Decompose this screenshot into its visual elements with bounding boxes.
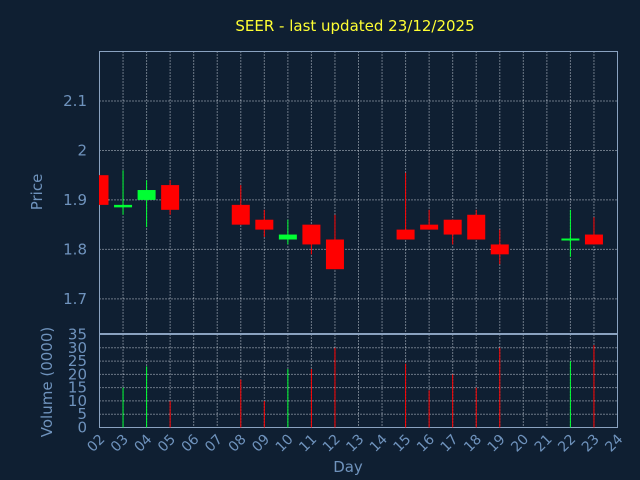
candle-body (278, 234, 297, 240)
volume-tick-label: 15 (68, 379, 87, 397)
x-tick-label: 14 (367, 431, 391, 455)
price-tick-label: 2 (77, 141, 87, 159)
x-axis-ticks: 02 03 04 05 06 07 08 09 10 11 12 13 14 15 16 17 18 19 20 21… (84, 431, 626, 455)
x-tick-label: 05 (155, 432, 179, 456)
candle-body (302, 224, 321, 245)
x-tick-label: 13 (343, 432, 367, 456)
x-tick-label: 10 (273, 432, 297, 456)
candle-body (443, 219, 462, 235)
x-axis-label: Day (333, 458, 363, 476)
x-tick-label: 20 (508, 432, 532, 456)
candle-body (99, 175, 109, 205)
volume-tick-label: 30 (68, 339, 87, 357)
volume-gridlines (99, 334, 618, 428)
x-tick-label: 17 (438, 432, 462, 456)
candle-body (584, 234, 603, 245)
price-axis-ticks: 1.7 1.8 1.9 2 2.1 (63, 92, 87, 308)
volume-tick-label: 20 (68, 365, 87, 383)
x-tick-label: 21 (532, 432, 556, 456)
volume-tick-label: 10 (68, 392, 87, 410)
candle-body (137, 190, 156, 200)
x-tick-label: 04 (131, 431, 155, 455)
x-tick-label: 15 (390, 432, 414, 456)
x-tick-label: 18 (461, 432, 485, 456)
chart-title: SEER - last updated 23/12/2025 (235, 17, 474, 35)
x-tick-label: 08 (226, 432, 250, 456)
price-tick-label: 2.1 (63, 92, 87, 110)
volume-bars (122, 345, 595, 428)
x-tick-label: 23 (579, 432, 603, 456)
x-tick-label: 16 (414, 431, 438, 455)
price-tick-label: 1.8 (63, 240, 87, 258)
x-tick-label: 12 (320, 432, 344, 456)
candle-body (161, 185, 180, 210)
volume-axis-label: Volume (0000) (38, 327, 56, 437)
price-tick-label: 1.7 (63, 290, 87, 308)
candle-body (114, 204, 133, 208)
candle-body (255, 219, 274, 230)
volume-panel-frame (99, 334, 618, 428)
volume-tick-label: 25 (68, 352, 87, 370)
candle-body (561, 238, 580, 241)
volume-tick-label: 35 (68, 326, 87, 344)
x-tick-label: 24 (602, 431, 626, 455)
candlestick-series (99, 170, 603, 270)
x-tick-label: 06 (179, 431, 203, 455)
x-tick-label: 02 (84, 432, 108, 456)
x-tick-label: 07 (202, 432, 226, 456)
volume-tick-label: 5 (77, 405, 87, 423)
x-tick-label: 19 (485, 432, 509, 456)
volume-tick-label: 0 (77, 419, 87, 437)
x-tick-label: 11 (296, 432, 320, 456)
candle-body (325, 239, 344, 270)
candle-body (490, 244, 509, 255)
candle-body (396, 229, 415, 240)
candle-body (231, 204, 250, 225)
price-tick-label: 1.9 (63, 191, 87, 209)
candle-body (420, 224, 439, 230)
x-tick-label: 03 (108, 432, 132, 456)
candle-body (467, 214, 486, 240)
x-tick-label: 22 (555, 432, 579, 456)
x-tick-label: 09 (249, 432, 273, 456)
price-axis-label: Price (28, 174, 46, 211)
